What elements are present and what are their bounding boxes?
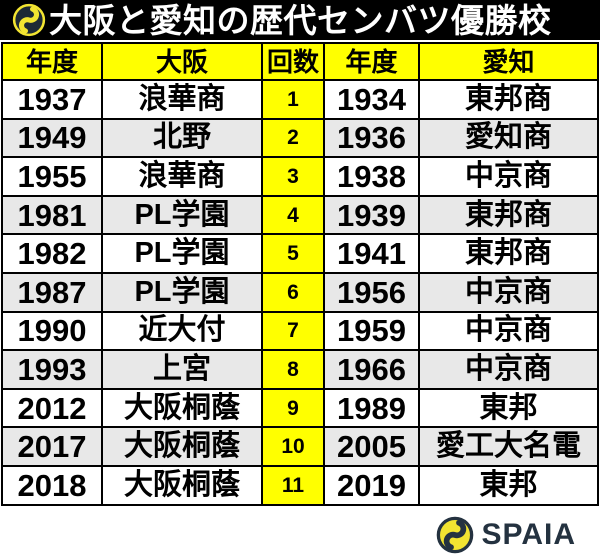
aichi-year-cell: 1956: [323, 271, 420, 313]
aichi-year-cell: 2019: [323, 464, 420, 506]
osaka-year-cell: 1981: [1, 194, 103, 236]
aichi-school-cell: 中京商: [418, 349, 599, 390]
aichi-school-cell: 東邦商: [418, 79, 599, 120]
osaka-year-cell: 1987: [1, 271, 103, 313]
table-row: 1981 PL学園 4 1939 東邦商: [1, 194, 599, 236]
osaka-year-cell: 1990: [1, 310, 103, 352]
osaka-year-cell: 1955: [1, 156, 103, 197]
table-row: 1955 浪華商 3 1938 中京商: [1, 156, 599, 197]
aichi-school-cell: 東邦商: [418, 233, 599, 274]
aichi-school-cell: 東邦: [418, 387, 599, 429]
aichi-year-cell: 1938: [323, 156, 420, 197]
table-row: 2018 大阪桐蔭 11 2019 東邦: [1, 464, 599, 506]
column-header-osaka: 大阪: [101, 42, 263, 81]
table-row: 2012 大阪桐蔭 9 1989 東邦: [1, 387, 599, 429]
aichi-year-cell: 1936: [323, 117, 420, 159]
aichi-school-cell: 愛工大名電: [418, 426, 599, 467]
column-header-osaka-year: 年度: [1, 42, 103, 81]
header-row: 年度 大阪 回数 年度 愛知: [1, 42, 599, 81]
table-row: 1993 上宮 8 1966 中京商: [1, 349, 599, 390]
spaia-brand-text: SPAIA: [481, 517, 576, 551]
column-header-count: 回数: [261, 42, 325, 81]
osaka-year-cell: 1982: [1, 233, 103, 274]
table-row: 1982 PL学園 5 1941 東邦商: [1, 233, 599, 274]
aichi-year-cell: 1941: [323, 233, 420, 274]
count-cell: 2: [261, 117, 325, 159]
aichi-year-cell: 1966: [323, 349, 420, 390]
page-title: 大阪と愛知の歴代センバツ優勝校: [49, 1, 552, 39]
aichi-year-cell: 1939: [323, 194, 420, 236]
osaka-year-cell: 2017: [1, 426, 103, 467]
spaia-brand-icon: [436, 516, 474, 554]
brand-footer: SPAIA: [0, 510, 600, 560]
osaka-year-cell: 1993: [1, 349, 103, 390]
aichi-school-cell: 中京商: [418, 271, 599, 313]
count-cell: 9: [261, 387, 325, 429]
count-cell: 8: [261, 349, 325, 390]
osaka-year-cell: 2012: [1, 387, 103, 429]
osaka-school-cell: 北野: [101, 117, 263, 159]
column-header-aichi: 愛知: [418, 42, 599, 81]
count-cell: 10: [261, 426, 325, 467]
osaka-school-cell: 浪華商: [101, 156, 263, 197]
count-cell: 6: [261, 271, 325, 313]
table-body: 1937 浪華商 1 1934 東邦商 1949 北野 2 1936 愛知商 1955 浪華商 3 193…: [1, 79, 599, 506]
count-cell: 4: [261, 194, 325, 236]
osaka-school-cell: PL学園: [101, 194, 263, 236]
count-cell: 7: [261, 310, 325, 352]
aichi-school-cell: 東邦商: [418, 194, 599, 236]
count-cell: 5: [261, 233, 325, 274]
aichi-school-cell: 中京商: [418, 310, 599, 352]
aichi-year-cell: 1959: [323, 310, 420, 352]
aichi-school-cell: 東邦: [418, 464, 599, 506]
osaka-school-cell: PL学園: [101, 233, 263, 274]
aichi-school-cell: 愛知商: [418, 117, 599, 159]
spaia-logo-icon: [12, 3, 46, 37]
count-cell: 1: [261, 79, 325, 120]
osaka-school-cell: 大阪桐蔭: [101, 464, 263, 506]
osaka-school-cell: 上宮: [101, 349, 263, 390]
table-row: 1937 浪華商 1 1934 東邦商: [1, 79, 599, 120]
aichi-school-cell: 中京商: [418, 156, 599, 197]
column-header-aichi-year: 年度: [323, 42, 420, 81]
osaka-year-cell: 2018: [1, 464, 103, 506]
osaka-school-cell: 大阪桐蔭: [101, 387, 263, 429]
osaka-school-cell: 近大付: [101, 310, 263, 352]
table-row: 2017 大阪桐蔭 10 2005 愛工大名電: [1, 426, 599, 467]
osaka-year-cell: 1937: [1, 79, 103, 120]
title-bar: 大阪と愛知の歴代センバツ優勝校: [0, 0, 600, 40]
aichi-year-cell: 1989: [323, 387, 420, 429]
count-cell: 3: [261, 156, 325, 197]
aichi-year-cell: 2005: [323, 426, 420, 467]
osaka-school-cell: 浪華商: [101, 79, 263, 120]
table-row: 1990 近大付 7 1959 中京商: [1, 310, 599, 352]
osaka-school-cell: 大阪桐蔭: [101, 426, 263, 467]
aichi-year-cell: 1934: [323, 79, 420, 120]
champions-table: 年度 大阪 回数 年度 愛知 1937 浪華商 1 1934 東邦商 1949 北野 2 193…: [1, 42, 599, 506]
table-row: 1949 北野 2 1936 愛知商: [1, 117, 599, 159]
table-row: 1987 PL学園 6 1956 中京商: [1, 271, 599, 313]
osaka-school-cell: PL学園: [101, 271, 263, 313]
count-cell: 11: [261, 464, 325, 506]
osaka-year-cell: 1949: [1, 117, 103, 159]
